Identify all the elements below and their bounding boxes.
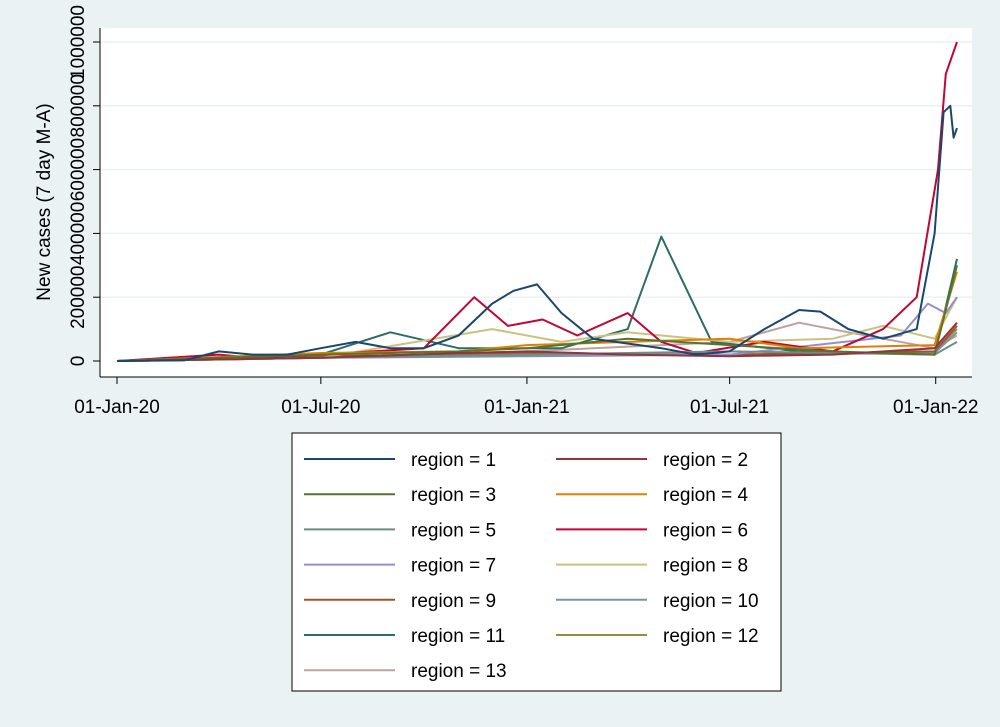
legend-label-region-11: region = 11 [411, 626, 505, 647]
legend-label-region-8: region = 8 [663, 556, 748, 577]
y-tick-label: 200000 [68, 265, 89, 328]
y-axis-label: New cases (7 day M-A) [34, 103, 55, 300]
legend-label-region-7: region = 7 [411, 556, 496, 577]
x-tick-label: 01-Jan-21 [484, 397, 570, 418]
y-gridlines [100, 41, 972, 298]
y-tick-label: 800000 [68, 74, 89, 137]
y-tick-label: 1000000 [68, 5, 89, 79]
legend-label-region-10: region = 10 [663, 591, 759, 612]
legend-label-region-12: region = 12 [663, 626, 759, 647]
series-lines [116, 41, 958, 362]
x-tick-label: 01-Jan-22 [893, 397, 979, 418]
legend-box [291, 432, 782, 692]
series-line-region-2 [116, 322, 958, 362]
legend-label-region-4: region = 4 [663, 485, 748, 506]
x-tick-label: 01-Jan-20 [74, 397, 160, 418]
legend: region = 1 region = 2 region = 3 region = 4… [304, 450, 759, 682]
legend-label-region-9: region = 9 [411, 591, 496, 612]
legend-label-region-6: region = 6 [663, 520, 748, 541]
legend-label-region-2: region = 2 [663, 450, 748, 471]
y-tick-label: 600000 [68, 138, 89, 201]
series-line-region-1 [116, 104, 958, 362]
plot-area [100, 28, 972, 377]
legend-label-region-13: region = 13 [411, 661, 507, 682]
legend-label-region-5: region = 5 [411, 520, 496, 541]
series-line-region-3 [116, 265, 958, 362]
legend-label-region-1: region = 1 [411, 450, 496, 471]
legend-label-region-3: region = 3 [411, 485, 496, 506]
x-tick-label: 01-Jul-21 [690, 397, 769, 418]
x-tick-label: 01-Jul-20 [281, 397, 360, 418]
y-tick-label: 0 [68, 356, 89, 367]
y-tick-label: 400000 [68, 202, 89, 265]
series-line-region-4 [116, 271, 958, 362]
